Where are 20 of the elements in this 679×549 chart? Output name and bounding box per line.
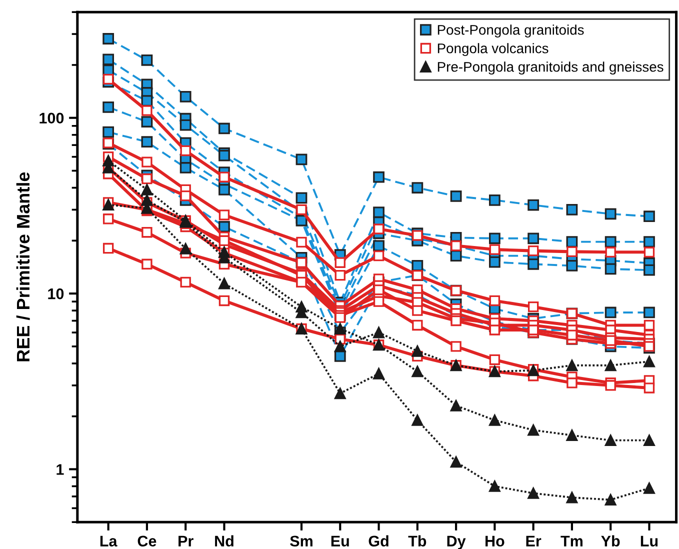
x-tick-label: La [100,536,118,547]
y-tick-label: 100 [40,112,64,124]
y-tick-label: 1 [56,464,64,475]
x-tick-label: Nd [215,535,234,547]
x-tick-label: Sm [290,536,312,547]
x-tick-label: Ce [138,536,156,547]
legend-label: Post-Pongola granitoids [438,24,584,38]
y-axis-title: REE / Primitive Mantle [16,172,30,362]
x-tick-label: Tm [560,536,582,546]
x-tick-label: Gd [368,535,388,547]
y-tick-label: 10 [48,288,64,300]
x-tick-label: Er [526,536,542,546]
x-tick-label: Yb [601,535,620,547]
x-tick-label: Ho [486,536,504,547]
x-tick-label: Lu [640,536,658,547]
legend-label: Pre-Pongola granitoids and gneisses [438,62,664,75]
x-tick-label: Pr [178,536,194,546]
x-tick-label: Tb [408,535,426,547]
x-tick-label: Eu [331,536,349,547]
legend-label: Pongola volcanics [438,43,548,56]
